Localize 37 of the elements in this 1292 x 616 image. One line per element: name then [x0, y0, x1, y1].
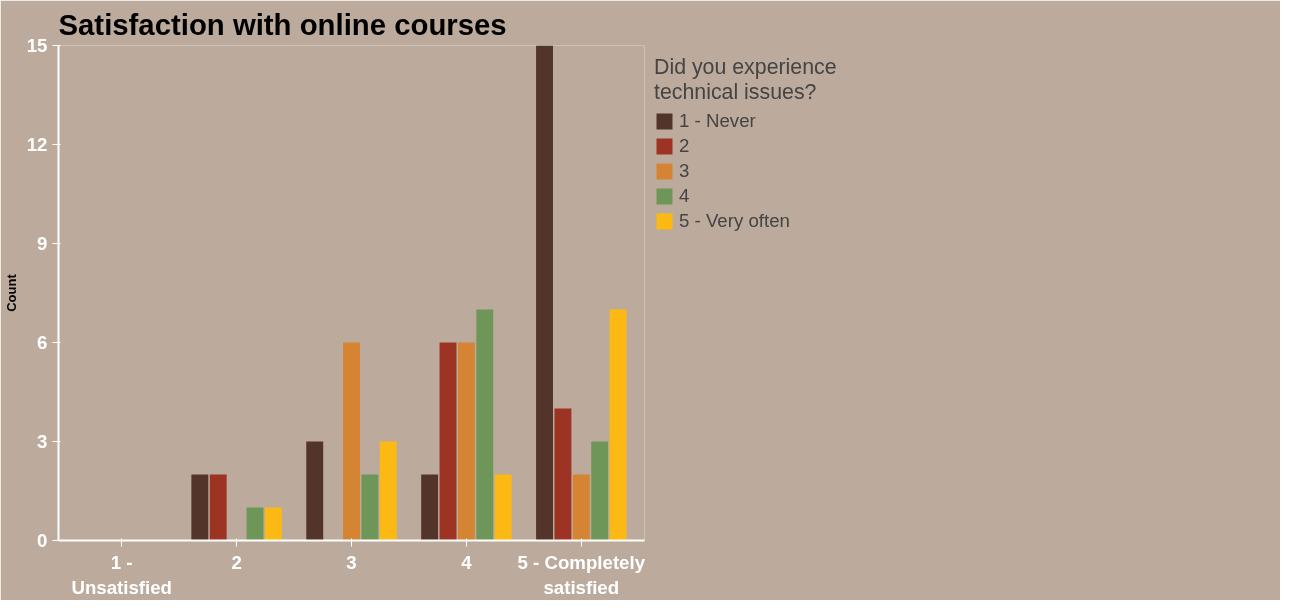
- bar: [191, 474, 209, 541]
- y-tick-label: 3: [37, 431, 48, 452]
- x-tick-label: 3: [346, 551, 357, 573]
- y-tick-label: 15: [26, 35, 48, 56]
- legend-label: 3: [679, 160, 691, 182]
- bar: [536, 45, 553, 541]
- bar: [609, 309, 627, 541]
- y-tick-label: 12: [26, 134, 48, 155]
- bar: [421, 474, 439, 541]
- bar: [379, 441, 397, 541]
- y-tick-label: 0: [37, 530, 48, 551]
- legend-title: Did you experience technical issues?: [654, 55, 837, 105]
- x-tick-label: 5 - Completely satisfied: [517, 551, 646, 598]
- bar: [246, 507, 264, 541]
- legend-label: 2: [679, 135, 691, 157]
- y-tick-label: 6: [37, 332, 48, 353]
- legend-label: 1 - Never: [679, 110, 756, 132]
- legend-label: 5 - Very often: [679, 210, 790, 232]
- legend-label: 4: [679, 185, 691, 207]
- bar: [439, 342, 457, 541]
- bar: [591, 441, 609, 541]
- bar: [361, 474, 379, 541]
- bar: [306, 441, 324, 541]
- x-tick-label: 2: [231, 551, 242, 573]
- bar: [494, 474, 512, 541]
- bar: [343, 342, 360, 541]
- bar: [572, 474, 590, 541]
- bar: [457, 342, 475, 541]
- x-tick-label: 4: [461, 551, 473, 573]
- bar: [554, 408, 572, 541]
- bar: [476, 309, 494, 541]
- y-axis-title: Count: [3, 273, 19, 312]
- x-tick-label: 1 - Unsatisfied: [71, 551, 172, 598]
- chart-title: Satisfaction with online courses: [58, 7, 507, 41]
- bar: [209, 474, 227, 541]
- y-tick-label: 9: [37, 233, 48, 254]
- bar: [264, 507, 282, 541]
